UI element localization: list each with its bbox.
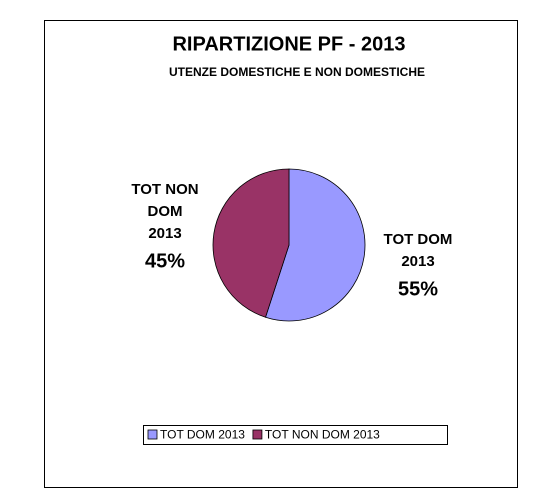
legend-box bbox=[143, 425, 448, 445]
data-label-category: TOT NON DOM 2013 bbox=[131, 181, 198, 242]
pie-slice bbox=[212, 168, 290, 318]
data-label-value: 45% bbox=[145, 250, 185, 272]
legend-swatch bbox=[147, 429, 158, 440]
data-label-value: 55% bbox=[398, 278, 438, 300]
chart-title: RIPARTIZIONE PF - 2013 bbox=[172, 33, 405, 55]
legend-swatch bbox=[252, 429, 263, 440]
chart-subtitle: UTENZE DOMESTICHE E NON DOMESTICHE bbox=[169, 65, 425, 79]
pie-slice bbox=[265, 168, 366, 322]
data-label-category: TOT DOM 2013 bbox=[384, 231, 453, 270]
legend-label: TOT DOM 2013 bbox=[160, 428, 245, 442]
legend-label: TOT NON DOM 2013 bbox=[265, 428, 380, 442]
